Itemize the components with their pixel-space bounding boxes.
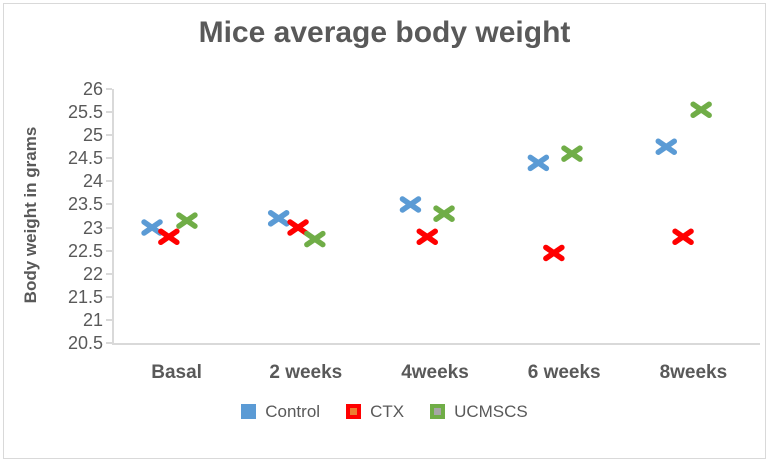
plot-area: [112, 89, 760, 345]
x-marker-ucmscs: [690, 101, 712, 119]
y-tick-mark: [106, 180, 112, 183]
x-marker-ctx: [287, 219, 309, 236]
legend-marker-inner: [350, 408, 358, 415]
legend-marker-icon: [241, 404, 257, 419]
x-marker-control: [399, 196, 422, 213]
x-marker-ctx: [672, 228, 694, 246]
x-category-label: 4weeks: [401, 362, 469, 383]
y-tick-mark: [106, 249, 112, 252]
y-tick-label: 20.5: [67, 333, 103, 353]
y-tick-mark: [106, 157, 112, 160]
legend-item-ctx: CTX: [346, 403, 404, 420]
y-tick-label: 23.5: [67, 194, 103, 215]
y-tick-label: 26: [82, 79, 103, 99]
legend-label: UCMSCS: [454, 402, 528, 421]
y-tick-mark: [106, 272, 112, 275]
y-tick-mark: [106, 111, 112, 114]
y-tick-label: 21: [82, 309, 103, 330]
y-tick-mark: [106, 134, 112, 137]
x-marker-control: [267, 210, 290, 227]
y-tick-mark: [106, 295, 112, 298]
legend-item-control: Control: [241, 403, 320, 420]
legend-label: Control: [265, 402, 321, 421]
y-tick-mark: [106, 88, 112, 90]
y-tick-mark: [106, 318, 112, 321]
y-tick-label: 22: [82, 263, 103, 284]
y-tick-mark: [106, 342, 112, 344]
x-marker-ctx: [158, 228, 180, 246]
x-marker-control: [655, 138, 678, 155]
y-tick-label: 25.5: [67, 102, 103, 123]
x-marker-ucmscs: [176, 212, 198, 229]
x-marker-control: [527, 154, 550, 172]
y-tick-label: 23: [82, 217, 103, 238]
x-marker-ctx: [416, 228, 438, 246]
y-tick-mark: [106, 203, 112, 206]
legend-marker-inner: [434, 408, 442, 415]
chart-title: Mice average body weight: [198, 16, 571, 49]
y-tick-mark: [106, 226, 112, 229]
y-tick-label: 22.5: [67, 240, 103, 261]
x-marker-control: [141, 219, 163, 236]
chart-border: [3, 3, 766, 459]
legend-item-ucmscs: UCMSCS: [430, 403, 528, 420]
y-tick-label: 21.5: [67, 286, 103, 307]
legend-label: CTX: [370, 402, 405, 421]
legend-marker-icon: [346, 404, 362, 419]
x-marker-ucmscs: [433, 205, 455, 222]
chart-legend: Control CTX UCMSCS: [0, 403, 769, 420]
x-category-label: Basal: [151, 362, 202, 383]
x-marker-ctx: [543, 244, 565, 262]
x-category-label: 8weeks: [659, 362, 728, 383]
x-marker-ucmscs: [304, 230, 326, 248]
data-point-markers: [141, 101, 712, 262]
y-tick-label: 24.5: [67, 148, 103, 169]
x-category-label: 2 weeks: [269, 362, 343, 383]
y-tick-label: 25: [82, 125, 103, 146]
y-tick-label: 24: [82, 171, 103, 192]
x-category-label: 6 weeks: [527, 362, 601, 383]
legend-marker-icon: [430, 404, 446, 419]
x-marker-ucmscs: [561, 145, 583, 162]
